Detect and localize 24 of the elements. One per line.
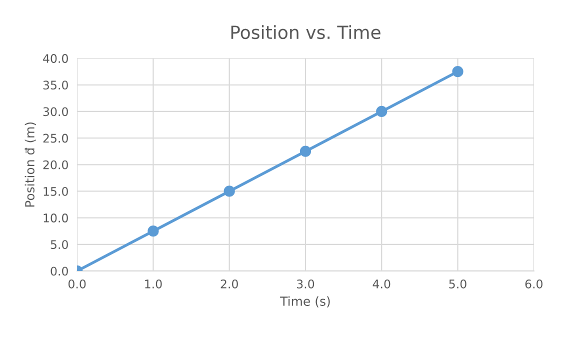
y-tick-label: 35.0: [43, 80, 68, 90]
point: [224, 186, 235, 197]
y-tick-label: 5.0: [50, 240, 68, 250]
y-tick-label: 15.0: [44, 186, 68, 196]
x-tick-label: 4.0: [372, 280, 390, 288]
x-tick-label: 6.0: [525, 280, 542, 288]
x-tick-label: 1.0: [145, 280, 162, 288]
point: [300, 146, 312, 157]
y-tick-label: 25.0: [43, 134, 68, 143]
x-tick-label: 0.0: [68, 280, 86, 288]
y-tick-label: 30.0: [43, 107, 68, 116]
x-tick-label: 5.0: [449, 280, 466, 288]
y-axis-title: Position d⃗ (m): [24, 122, 36, 207]
y-tick-label: 10.0: [44, 214, 68, 222]
x-axis-title: Time (s): [280, 296, 330, 308]
x-tick-label: 2.0: [220, 280, 238, 288]
y-tick-label: 0.0: [50, 266, 68, 276]
chart-title: Position vs. Time: [231, 25, 380, 40]
y-tick-label: 40.0: [43, 54, 68, 63]
x-tick-label: 3.0: [297, 280, 314, 288]
point: [148, 226, 159, 237]
point: [376, 106, 388, 118]
point: [452, 66, 464, 78]
y-tick-label: 20.0: [43, 160, 68, 170]
